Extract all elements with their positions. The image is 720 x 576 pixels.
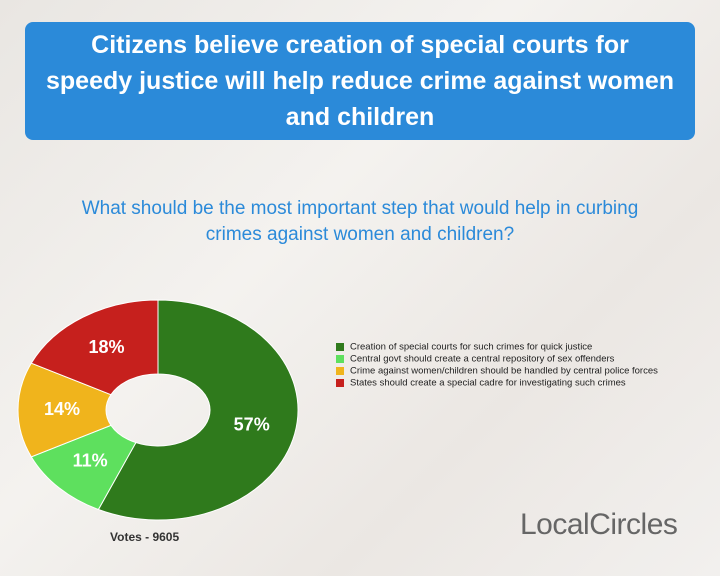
data-label: 11% — [73, 450, 108, 470]
legend-label: Crime against women/children should be h… — [350, 366, 658, 377]
subtitle: What should be the most important step t… — [81, 198, 639, 245]
legend-swatch — [336, 355, 344, 363]
legend-label: Creation of special courts for such crim… — [350, 342, 592, 353]
data-label: 57% — [234, 415, 270, 435]
legend-swatch — [336, 367, 344, 375]
donut-slice — [97, 299, 299, 521]
legend-label: States should create a special cadre for… — [350, 378, 626, 389]
donut-slice — [17, 362, 112, 458]
data-label: 14% — [44, 399, 80, 419]
footnote: Votes - 9605 — [110, 530, 180, 544]
title: Citizens believe creation of special cou… — [25, 22, 695, 140]
legend-swatch — [336, 343, 344, 351]
legend-label: Central govt should create a central rep… — [350, 354, 615, 365]
brand-logo: LocalCircles — [520, 508, 678, 541]
legend-swatch — [336, 379, 344, 387]
data-label: 18% — [89, 337, 125, 357]
donut-slice — [30, 299, 159, 396]
